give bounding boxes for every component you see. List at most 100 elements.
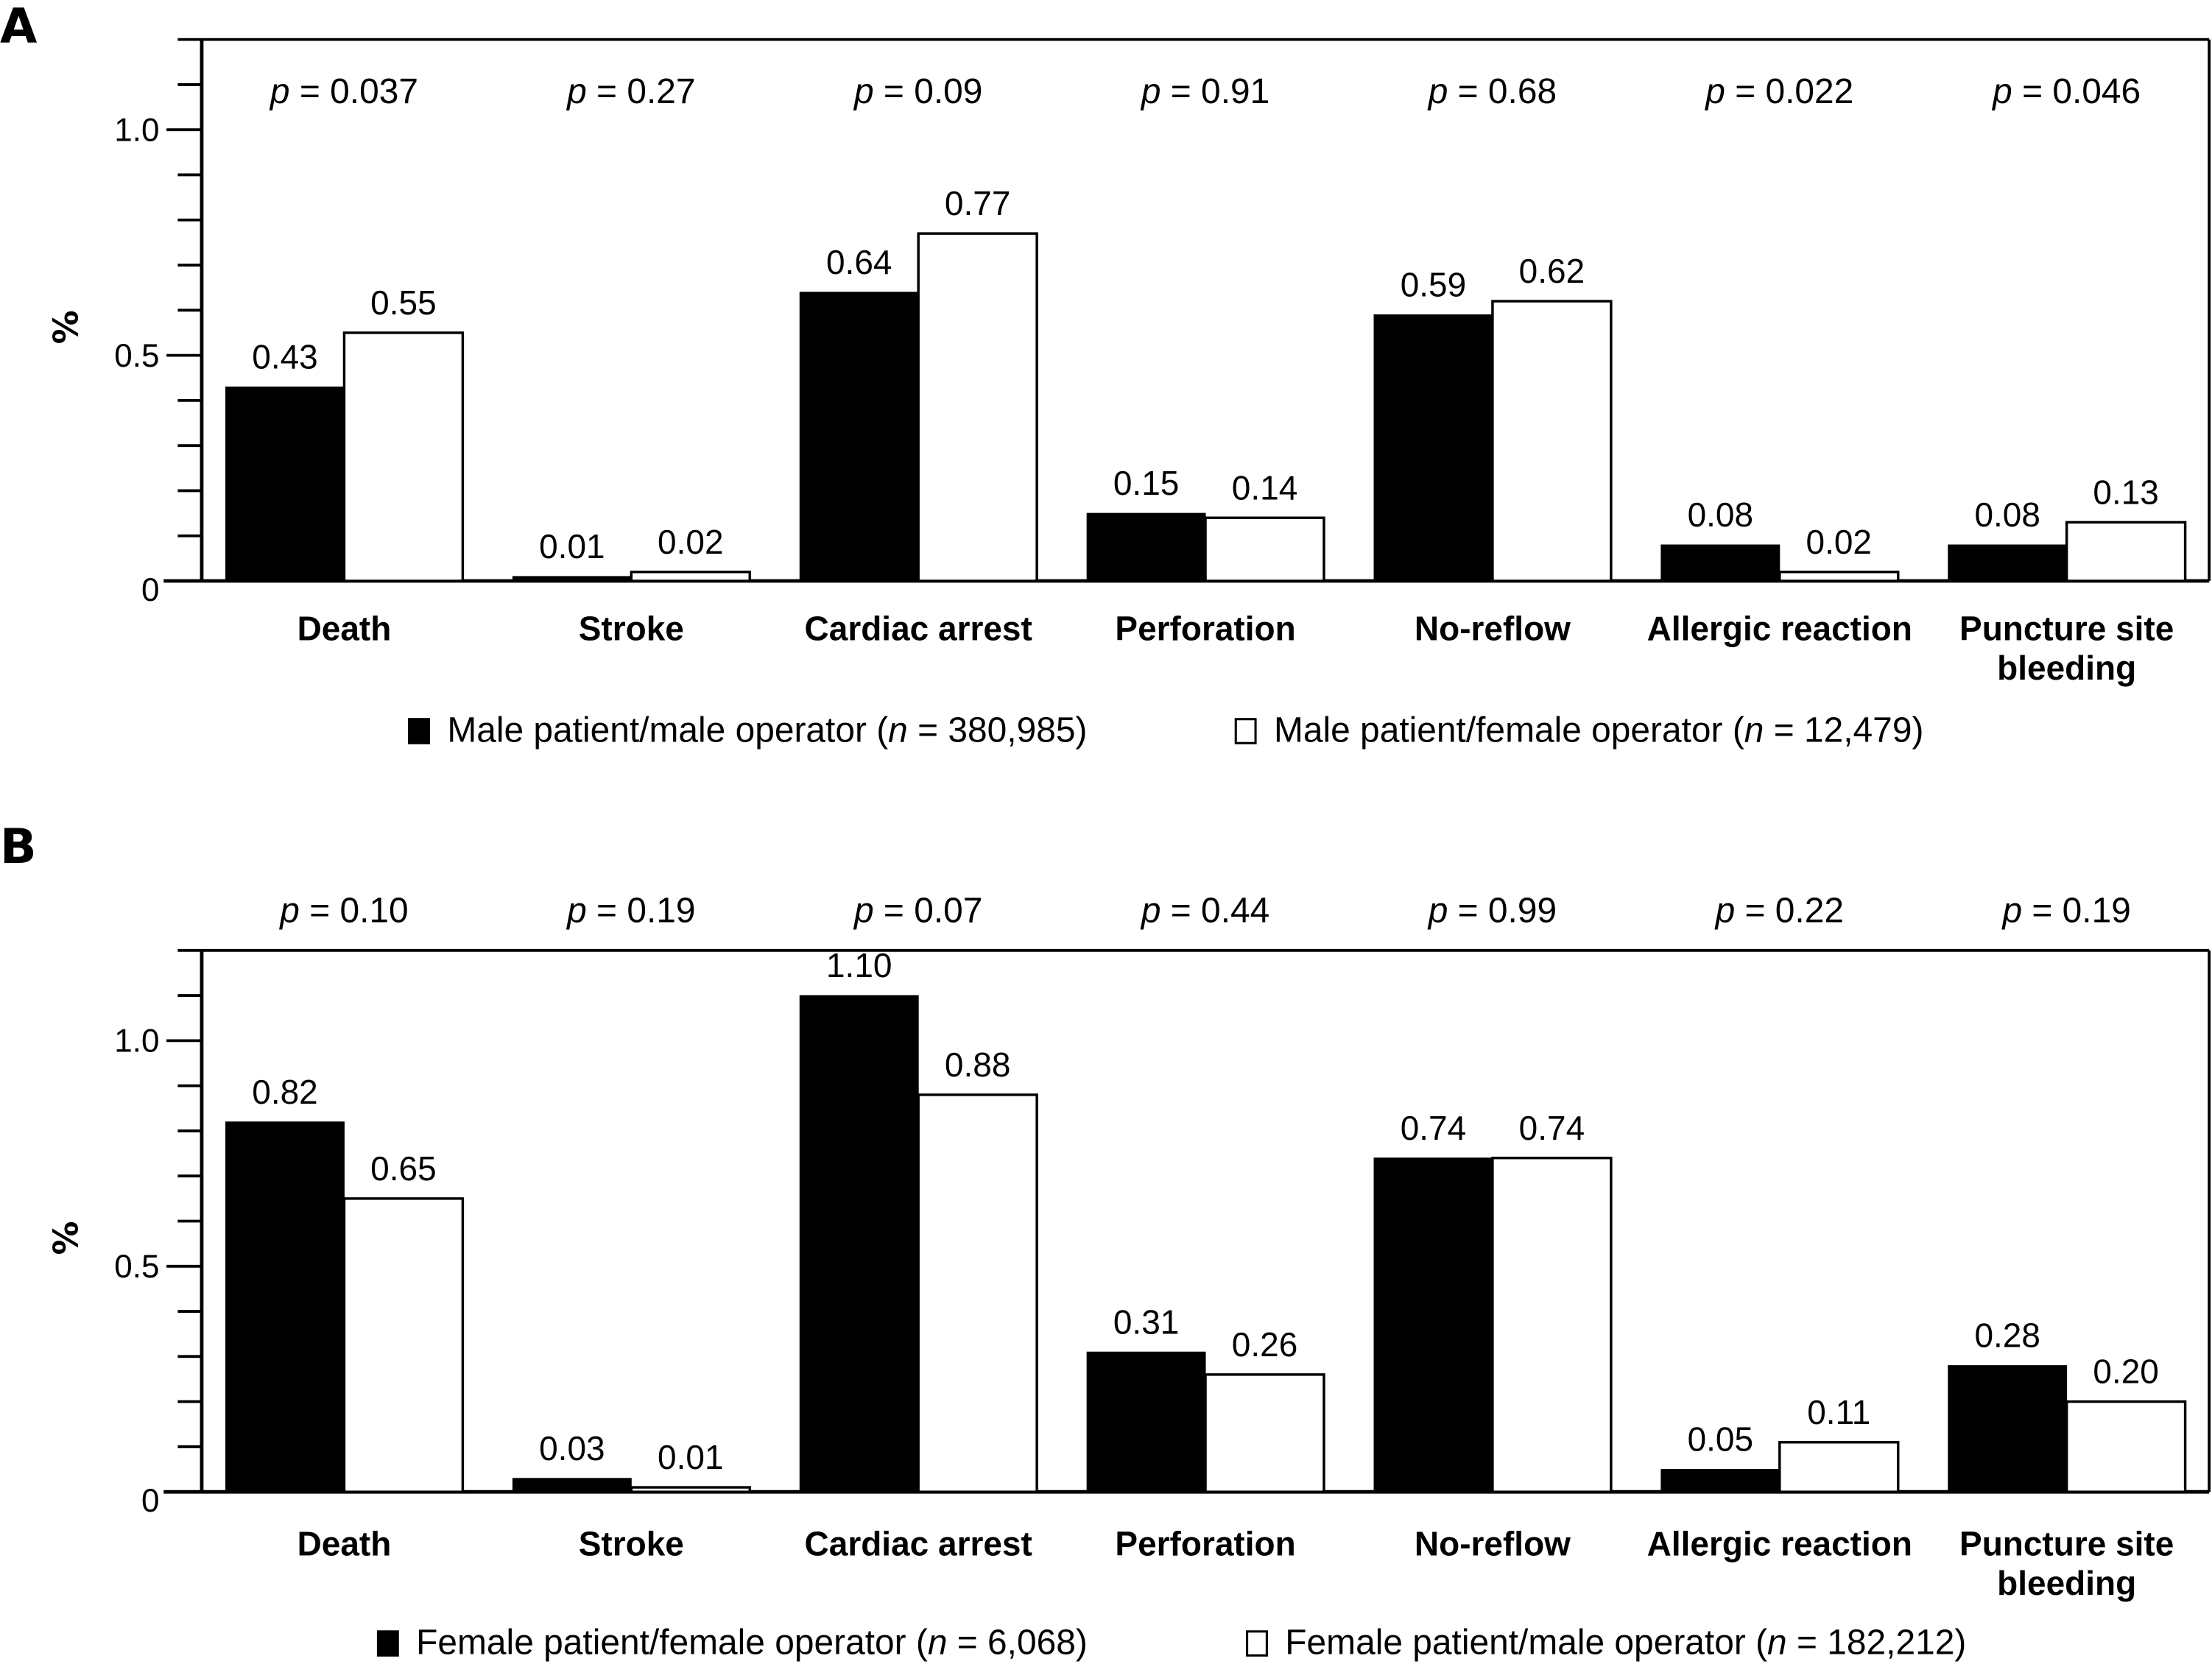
data-label: 0.28 [1974, 1316, 2040, 1355]
p-equals: = [1160, 72, 1201, 111]
legend-swatch-open [1234, 718, 1257, 744]
panel-a: A 0 0.5 1.0% 0.43 0.55 Death p = 0.037 0.01 0.02 S… [0, 0, 2211, 750]
category-group: 0.74 0.74 No-reflow p = 0.99 [1373, 891, 1613, 1562]
n-symbol: n [888, 711, 908, 750]
category-label-line: Cardiac arrest [805, 1524, 1032, 1562]
category-label: No-reflow [1415, 609, 1571, 647]
p-equals: = [1448, 72, 1488, 111]
category-label: Allergic reaction [1647, 609, 1912, 647]
p-value-annotation: p = 0.037 [269, 72, 418, 111]
p-symbol: p [1704, 72, 1725, 111]
legend-series-name: Male patient/male operator [447, 711, 867, 750]
n-equals: = [1764, 711, 1804, 750]
legend-n-value: 6,068 [987, 1623, 1076, 1662]
category-label-line: Cardiac arrest [805, 609, 1032, 647]
category-label: Death [297, 1524, 392, 1562]
p-value: 0.10 [339, 891, 408, 930]
y-tick-label: 0 [141, 572, 160, 608]
legend-close-paren: ) [1076, 1623, 1088, 1662]
bar-series-1 [1373, 314, 1493, 582]
p-symbol: p [1427, 891, 1448, 930]
category-label: Cardiac arrest [805, 1524, 1032, 1562]
bar-series-2 [1778, 571, 1900, 582]
p-equals: = [290, 72, 331, 111]
legend-series-name: Female patient/female operator [416, 1623, 906, 1662]
y-axis-label: % [46, 310, 85, 344]
p-value-annotation: p = 0.19 [2001, 891, 2130, 930]
bar-series-1 [225, 1121, 345, 1492]
legend-label: Male patient/female operator (n = 12,479… [1274, 711, 1923, 750]
data-label: 0.15 [1113, 464, 1179, 502]
p-value: 0.44 [1201, 891, 1269, 930]
p-value: 0.022 [1765, 72, 1853, 111]
p-equals: = [2012, 72, 2053, 111]
category-label-line: Stroke [579, 609, 684, 647]
p-value-annotation: p = 0.07 [853, 891, 982, 930]
n-equals: = [908, 711, 948, 750]
p-value-annotation: p = 0.22 [1714, 891, 1844, 930]
p-equals: = [587, 891, 627, 930]
data-label: 0.02 [658, 523, 723, 561]
bar-series-2 [342, 1197, 465, 1493]
category-group: 0.64 0.77 Cardiac arrest p = 0.09 [799, 72, 1038, 647]
p-value: 0.07 [914, 891, 982, 930]
p-value: 0.68 [1488, 72, 1557, 111]
p-equals: = [874, 72, 915, 111]
y-axis-label: % [46, 1221, 85, 1255]
p-value: 0.037 [330, 72, 418, 111]
data-label: 1.10 [826, 946, 892, 984]
p-symbol: p [1714, 891, 1736, 930]
category-group: 0.28 0.20 Puncture site bleeding p = 0.19 [1948, 891, 2187, 1602]
data-label: 0.08 [1688, 496, 1753, 534]
data-label: 0.20 [2093, 1353, 2158, 1391]
p-symbol: p [1991, 72, 2012, 111]
p-value: 0.046 [2052, 72, 2141, 111]
bar-series-2 [1491, 1156, 1613, 1493]
category-label-line: Perforation [1115, 1524, 1295, 1562]
p-value-annotation: p = 0.09 [853, 72, 982, 111]
p-value: 0.19 [2063, 891, 2131, 930]
legend-close-paren: ) [1075, 711, 1087, 750]
category-label-line: Death [297, 609, 392, 647]
legend-label: Female patient/male operator (n = 182,21… [1285, 1623, 1966, 1662]
n-symbol: n [928, 1623, 948, 1662]
panel-b: B 0 0.5 1.0% 0.82 0.65 Death p = 0.10 0.03 0.01 St… [0, 819, 2211, 1662]
bar-series-1 [1948, 544, 2068, 582]
p-value-annotation: p = 0.68 [1427, 72, 1557, 111]
data-label: 0.05 [1688, 1420, 1753, 1459]
p-equals: = [1160, 891, 1201, 930]
category-label: Allergic reaction [1647, 1524, 1912, 1562]
legend-swatch-filled [376, 1630, 399, 1657]
legend-item: Male patient/male operator (n = 380,985) [408, 711, 1087, 750]
p-value: 0.22 [1775, 891, 1844, 930]
p-symbol: p [853, 891, 874, 930]
category-group: 0.08 0.13 Puncture site bleeding p = 0.046 [1948, 72, 2187, 687]
p-symbol: p [1427, 72, 1448, 111]
p-value: 0.99 [1488, 891, 1557, 930]
p-value-annotation: p = 0.27 [566, 72, 695, 111]
p-symbol: p [269, 72, 290, 111]
p-equals: = [874, 891, 915, 930]
category-label: No-reflow [1415, 1524, 1571, 1562]
p-equals: = [1735, 891, 1775, 930]
legend-n-value: 380,985 [948, 711, 1075, 750]
p-value-annotation: p = 0.44 [1140, 891, 1269, 930]
category-group: 0.03 0.01 Stroke p = 0.19 [512, 891, 751, 1562]
legend-label: Female patient/female operator (n = 6,06… [416, 1623, 1088, 1662]
bar-series-1 [1660, 1469, 1780, 1492]
data-label: 0.31 [1113, 1302, 1179, 1341]
legend-open-paren: ( [1723, 711, 1744, 750]
p-value-annotation: p = 0.046 [1991, 72, 2141, 111]
p-equals: = [2022, 891, 2063, 930]
p-value: 0.27 [627, 72, 695, 111]
data-label: 0.11 [1807, 1393, 1870, 1431]
p-symbol: p [566, 72, 587, 111]
n-symbol: n [1744, 711, 1764, 750]
data-label: 0.02 [1806, 523, 1872, 561]
category-group: 0.43 0.55 Death p = 0.037 [225, 72, 465, 647]
p-symbol: p [566, 891, 587, 930]
y-tick-label: 1.0 [114, 1023, 159, 1060]
bar-series-2 [2065, 521, 2187, 582]
p-value-annotation: p = 0.99 [1427, 891, 1557, 930]
data-label: 0.74 [1519, 1109, 1585, 1147]
